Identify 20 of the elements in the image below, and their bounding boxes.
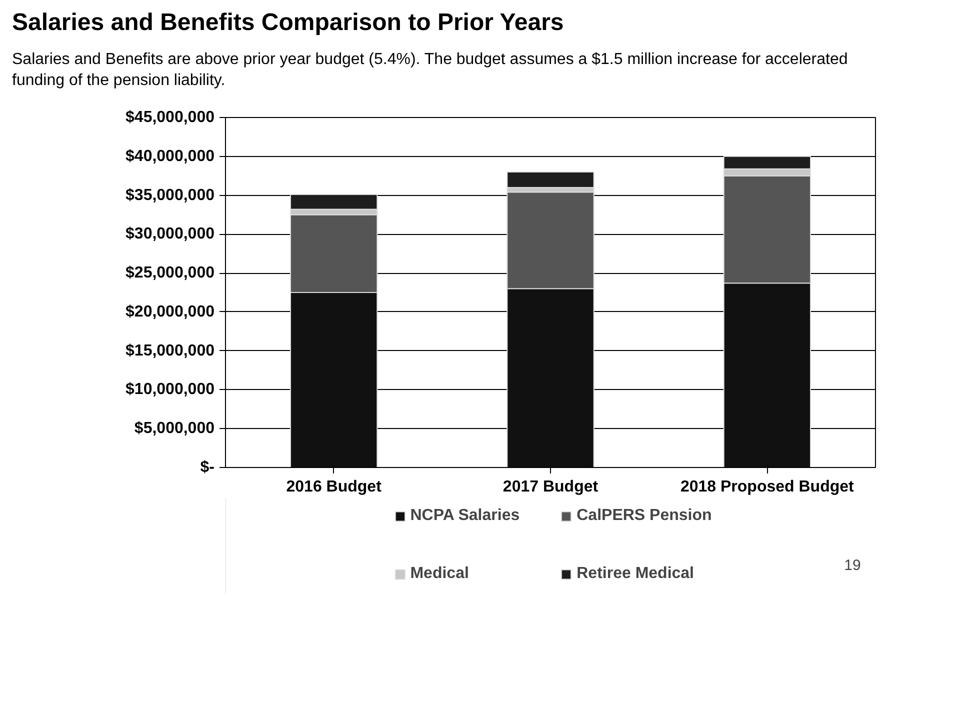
x-tick-label: 2018 Proposed Budget — [680, 478, 855, 496]
y-tick-label: $10,000,000 — [126, 381, 215, 398]
x-tick-label: 2017 Budget — [502, 478, 599, 496]
y-tick-label: $45,000,000 — [126, 108, 215, 126]
text: 19 — [844, 556, 861, 574]
y-tick-label: $40,000,000 — [126, 148, 215, 165]
y-tick-label: $20,000,000 — [126, 303, 215, 320]
y-tick-label: $25,000,000 — [126, 264, 215, 282]
x-tick-label: 2016 Budget — [286, 478, 382, 496]
chart-title: Salaries and Benefits Comparison to Prior Years — [12, 8, 564, 38]
y-tick-label: $5,000,000 — [134, 420, 215, 437]
chart-subtitle: Salaries and Benefits are above prior year budget (5.4%). The budget assumes a $1.5 million increase for accelerated funding of the pension liability. — [12, 50, 849, 92]
legend-label: Retiree Medical — [576, 565, 694, 584]
y-tick-label: $15,000,000 — [126, 342, 215, 360]
y-tick-label: $- — [200, 458, 215, 476]
y-tick-label: $30,000,000 — [126, 226, 215, 243]
y-tick-label: $35,000,000 — [126, 186, 215, 204]
legend-label: CalPERS Pension — [576, 507, 712, 526]
legend-label: Medical — [410, 565, 469, 584]
legend-label: NCPA Salaries — [410, 507, 520, 526]
